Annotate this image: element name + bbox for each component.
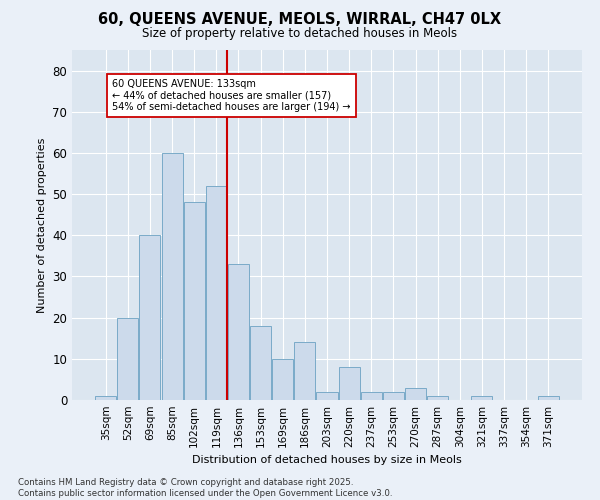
Text: 60, QUEENS AVENUE, MEOLS, WIRRAL, CH47 0LX: 60, QUEENS AVENUE, MEOLS, WIRRAL, CH47 0… bbox=[98, 12, 502, 28]
Bar bbox=[383, 392, 404, 400]
Bar bbox=[472, 396, 493, 400]
Bar bbox=[250, 326, 271, 400]
Bar bbox=[272, 359, 293, 400]
Bar bbox=[95, 396, 116, 400]
Bar bbox=[338, 367, 359, 400]
Bar bbox=[228, 264, 249, 400]
Bar bbox=[139, 236, 160, 400]
Text: Contains HM Land Registry data © Crown copyright and database right 2025.
Contai: Contains HM Land Registry data © Crown c… bbox=[18, 478, 392, 498]
Bar bbox=[538, 396, 559, 400]
Bar bbox=[405, 388, 426, 400]
Bar bbox=[161, 153, 182, 400]
Bar bbox=[316, 392, 338, 400]
Text: Size of property relative to detached houses in Meols: Size of property relative to detached ho… bbox=[142, 28, 458, 40]
Bar bbox=[184, 202, 205, 400]
Bar bbox=[295, 342, 316, 400]
Bar bbox=[361, 392, 382, 400]
Bar bbox=[427, 396, 448, 400]
Bar bbox=[118, 318, 139, 400]
Text: 60 QUEENS AVENUE: 133sqm
← 44% of detached houses are smaller (157)
54% of semi-: 60 QUEENS AVENUE: 133sqm ← 44% of detach… bbox=[112, 79, 351, 112]
Bar bbox=[206, 186, 227, 400]
Y-axis label: Number of detached properties: Number of detached properties bbox=[37, 138, 47, 312]
X-axis label: Distribution of detached houses by size in Meols: Distribution of detached houses by size … bbox=[192, 456, 462, 466]
